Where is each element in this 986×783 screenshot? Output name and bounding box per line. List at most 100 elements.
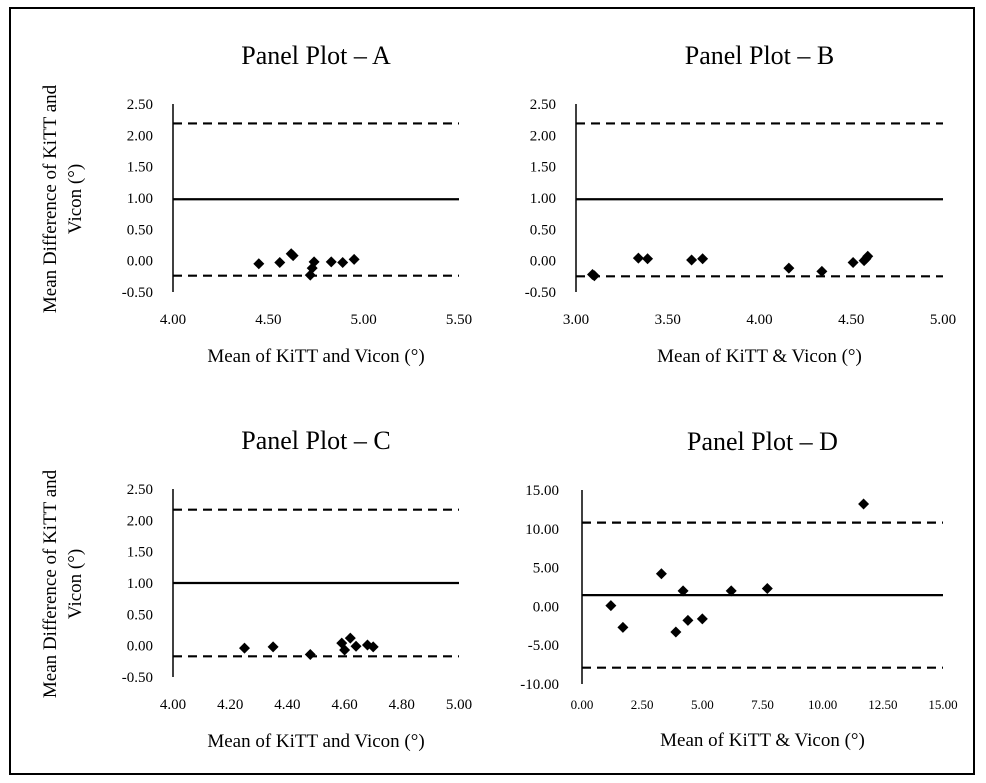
panel-c-x-axis-label: Mean of KiTT and Vicon (°) <box>207 731 424 752</box>
y-axis-label-top: Mean Difference of KiTT and Vicon (°) <box>40 84 86 313</box>
panel-d-data-point <box>761 583 773 595</box>
panel-d: Panel Plot – D 15.00 10.00 5.00 0.00 -5.00 -10… <box>520 427 957 751</box>
panel-a-y-tick-label: 2.00 <box>127 128 153 144</box>
panel-b-y-tick-label: 0.50 <box>530 222 556 238</box>
panel-a-x-tick-label: 5.50 <box>446 312 472 328</box>
panel-c-y-tick-label: 1.50 <box>127 545 153 561</box>
panel-d-y-tick-label: 10.00 <box>525 522 559 538</box>
panel-c-x-tick-label: 4.00 <box>160 697 186 713</box>
panel-b-x-tick-label: 3.00 <box>563 312 589 328</box>
panel-b-x-tick-label: 3.50 <box>655 312 681 328</box>
y-axis-label-bottom-line1: Mean Difference of KiTT and <box>40 469 61 698</box>
panel-d-y-tick-label: -5.00 <box>528 638 559 654</box>
panel-a-y-tick-label: 2.50 <box>127 97 153 113</box>
panel-a-data-point <box>325 256 337 268</box>
panel-c-x-tick-label: 4.80 <box>389 697 415 713</box>
panel-b-data-point <box>847 257 859 269</box>
panel-a-y-tick-label: 1.50 <box>127 160 153 176</box>
panel-b-data-point <box>632 252 644 264</box>
panel-c-data-point <box>339 644 351 656</box>
figure-panel: Mean Difference of KiTT and Vicon (°) Me… <box>9 7 975 775</box>
panel-c-y-tick-label: 1.00 <box>127 576 153 592</box>
panel-b-x-tick-label: 4.50 <box>838 312 864 328</box>
panel-d-data-point <box>858 498 870 510</box>
panel-d-x-tick-label: 2.50 <box>631 697 654 712</box>
panel-a-x-axis-label: Mean of KiTT and Vicon (°) <box>207 346 424 367</box>
y-axis-label-top-line1: Mean Difference of KiTT and <box>40 84 61 313</box>
panel-b-data-point <box>783 262 795 274</box>
panel-d-y-tick-label: 15.00 <box>525 483 559 499</box>
panel-c-x-tick-label: 4.40 <box>274 697 300 713</box>
panel-c-y-tick-label: 2.50 <box>127 482 153 498</box>
panel-a-x-tick-label: 4.00 <box>160 312 186 328</box>
panel-a-data-point <box>348 253 360 265</box>
panel-d-data-point <box>725 585 737 597</box>
panel-a-y-tick-label: 1.00 <box>127 191 153 207</box>
panel-b-y-tick-label: 1.50 <box>530 160 556 176</box>
panel-d-x-tick-label: 15.00 <box>928 697 957 712</box>
panel-c-x-tick-label: 4.60 <box>331 697 357 713</box>
panel-c-data-point <box>304 648 316 660</box>
panel-c-title: Panel Plot – C <box>241 426 391 455</box>
panel-b-data-point <box>860 253 872 265</box>
panel-b-data-point <box>686 254 698 266</box>
panel-b-x-axis-label: Mean of KiTT & Vicon (°) <box>657 346 862 367</box>
panel-b-y-tick-label: 2.50 <box>530 97 556 113</box>
panel-d-data-point <box>682 614 694 626</box>
panel-d-x-tick-label: 10.00 <box>808 697 837 712</box>
panel-a-y-tick-label: -0.50 <box>122 285 153 301</box>
panel-c-data-point <box>344 632 356 644</box>
panel-c-data-point <box>267 641 279 653</box>
panel-d-data-point <box>670 626 682 638</box>
chart-canvas: Mean Difference of KiTT and Vicon (°) Me… <box>40 41 958 752</box>
panel-a-title: Panel Plot – A <box>241 41 391 70</box>
panel-b: Panel Plot – B 2.50 2.00 1.50 1.00 0.50 0.00 -0… <box>525 41 956 367</box>
panel-c-y-tick-label: 0.50 <box>127 607 153 623</box>
panel-c-x-tick-label: 5.00 <box>446 697 472 713</box>
panel-d-x-axis-label: Mean of KiTT & Vicon (°) <box>660 730 865 751</box>
panel-a-data-point <box>308 256 320 268</box>
panel-d-x-tick-label: 7.50 <box>751 697 774 712</box>
panel-b-x-tick-label: 5.00 <box>930 312 956 328</box>
panel-c-data-point <box>350 640 362 652</box>
panel-a-data-point <box>306 262 318 274</box>
y-axis-label-bottom-line2: Vicon (°) <box>65 549 86 619</box>
panel-d-data-point <box>655 568 667 580</box>
panel-a-data-point <box>337 257 349 269</box>
panel-b-data-point <box>816 265 828 277</box>
panel-c-y-tick-label: 0.00 <box>127 639 153 655</box>
panel-a-y-tick-label: 0.00 <box>127 254 153 270</box>
panel-d-data-point <box>617 621 629 633</box>
panel-d-y-tick-label: -10.00 <box>520 677 559 693</box>
panel-c: Panel Plot – C 2.50 2.00 1.50 1.00 0.50 0.00 -0… <box>122 426 472 752</box>
panel-a-y-tick-label: 0.50 <box>127 222 153 238</box>
panel-d-y-tick-label: 0.00 <box>533 599 559 615</box>
panel-a-data-point <box>253 258 265 270</box>
panel-d-x-tick-label: 5.00 <box>691 697 714 712</box>
panel-a-x-tick-label: 5.00 <box>351 312 377 328</box>
panel-d-data-point <box>677 585 689 597</box>
y-axis-label-bottom: Mean Difference of KiTT and Vicon (°) <box>40 469 86 698</box>
panel-c-x-tick-label: 4.20 <box>217 697 243 713</box>
panel-b-title: Panel Plot – B <box>685 41 835 70</box>
panel-d-x-tick-label: 0.00 <box>571 697 594 712</box>
panel-c-y-tick-label: 2.00 <box>127 513 153 529</box>
panel-b-data-point <box>588 270 600 282</box>
panel-d-title: Panel Plot – D <box>687 427 838 456</box>
panel-a-x-tick-label: 4.50 <box>255 312 281 328</box>
panel-b-x-tick-label: 4.00 <box>746 312 772 328</box>
panel-a-data-point <box>287 250 299 262</box>
panel-b-data-point <box>642 253 654 265</box>
panel-b-y-tick-label: 0.00 <box>530 254 556 270</box>
panel-d-x-tick-label: 12.50 <box>868 697 897 712</box>
panel-b-data-point <box>697 253 709 265</box>
panel-c-data-point <box>239 642 250 654</box>
panel-b-y-tick-label: 1.00 <box>530 191 556 207</box>
panel-d-y-tick-label: 5.00 <box>533 561 559 577</box>
panel-a: Panel Plot – A 2.50 2.00 1.50 1.00 0.50 0.00 -0… <box>122 41 472 367</box>
panel-c-y-tick-label: -0.50 <box>122 670 153 686</box>
panel-b-y-tick-label: -0.50 <box>525 285 556 301</box>
panel-d-data-point <box>605 600 617 612</box>
panel-b-y-tick-label: 2.00 <box>530 128 556 144</box>
panel-a-data-point <box>274 257 286 269</box>
